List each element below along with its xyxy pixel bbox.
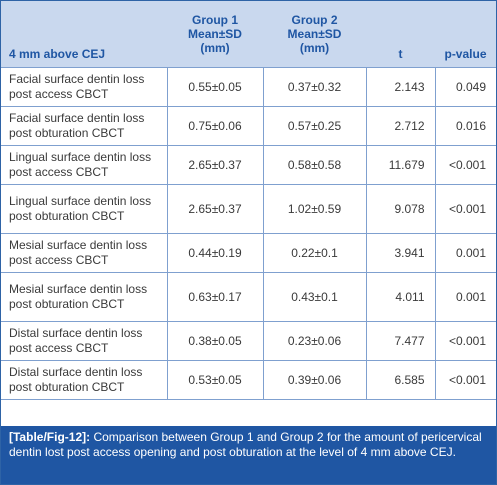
row-label: Distal surface dentin loss post obturati… — [1, 360, 168, 400]
header-group2-line1: Group 2 — [291, 13, 338, 27]
t-value: 2.143 — [366, 67, 436, 107]
p-value: <0.001 — [435, 145, 496, 185]
t-value: 7.477 — [366, 321, 436, 361]
group2-value: 0.39±0.06 — [263, 360, 367, 400]
group1-value: 0.53±0.05 — [167, 360, 264, 400]
header-group1: Group 1 Mean±SD (mm) — [167, 1, 263, 68]
p-value: 0.049 — [435, 67, 496, 107]
figure-caption: [Table/Fig-12]: Comparison between Group… — [1, 426, 496, 484]
group1-value: 0.63±0.17 — [167, 272, 264, 322]
header-group1-line1: Group 1 — [191, 13, 238, 27]
p-value: <0.001 — [435, 321, 496, 361]
header-cej: 4 mm above CEJ — [1, 1, 167, 68]
group2-value: 1.02±0.59 — [263, 184, 367, 234]
caption-tag: [Table/Fig-12]: — [9, 430, 91, 444]
header-group1-line3: (mm) — [200, 41, 230, 55]
table-row: Distal surface dentin loss post obturati… — [1, 360, 496, 400]
table-row: Lingual surface dentin loss post obturat… — [1, 184, 496, 234]
t-value: 9.078 — [366, 184, 436, 234]
caption-text: Comparison between Group 1 and Group 2 f… — [9, 430, 482, 459]
group1-value: 2.65±0.37 — [167, 145, 264, 185]
group1-value: 0.44±0.19 — [167, 233, 264, 273]
data-table: 4 mm above CEJ Group 1 Mean±SD (mm) Grou… — [1, 1, 496, 400]
header-group2: Group 2 Mean±SD (mm) — [263, 1, 366, 68]
header-group2-line2: Mean±SD — [287, 27, 342, 41]
header-p-value: p-value — [435, 1, 496, 68]
p-value: <0.001 — [435, 360, 496, 400]
t-value: 11.679 — [366, 145, 436, 185]
t-value: 2.712 — [366, 106, 436, 146]
table-row: Facial surface dentin loss post obturati… — [1, 106, 496, 146]
row-label: Mesial surface dentin loss post access C… — [1, 233, 168, 273]
p-value: 0.016 — [435, 106, 496, 146]
group2-value: 0.37±0.32 — [263, 67, 367, 107]
header-group1-line2: Mean±SD — [188, 27, 242, 41]
table-row: Mesial surface dentin loss post obturati… — [1, 272, 496, 322]
group2-value: 0.43±0.1 — [263, 272, 367, 322]
row-label: Lingual surface dentin loss post obturat… — [1, 184, 168, 234]
row-label: Facial surface dentin loss post access C… — [1, 67, 168, 107]
group1-value: 0.75±0.06 — [167, 106, 264, 146]
group2-value: 0.57±0.25 — [263, 106, 367, 146]
table-row: Distal surface dentin loss post access C… — [1, 321, 496, 361]
t-value: 6.585 — [366, 360, 436, 400]
row-label: Mesial surface dentin loss post obturati… — [1, 272, 168, 322]
row-label: Facial surface dentin loss post obturati… — [1, 106, 168, 146]
t-value: 3.941 — [366, 233, 436, 273]
row-label: Distal surface dentin loss post access C… — [1, 321, 168, 361]
group2-value: 0.22±0.1 — [263, 233, 367, 273]
group1-value: 2.65±0.37 — [167, 184, 264, 234]
p-value: 0.001 — [435, 272, 496, 322]
header-t: t — [366, 1, 435, 68]
table-row: Mesial surface dentin loss post access C… — [1, 233, 496, 273]
group1-value: 0.38±0.05 — [167, 321, 264, 361]
header-group2-line3: (mm) — [299, 41, 330, 55]
t-value: 4.011 — [366, 272, 436, 322]
group1-value: 0.55±0.05 — [167, 67, 264, 107]
group2-value: 0.58±0.58 — [263, 145, 367, 185]
table-row: Lingual surface dentin loss post access … — [1, 145, 496, 185]
p-value: 0.001 — [435, 233, 496, 273]
group2-value: 0.23±0.06 — [263, 321, 367, 361]
p-value: <0.001 — [435, 184, 496, 234]
table-header-row: 4 mm above CEJ Group 1 Mean±SD (mm) Grou… — [1, 1, 496, 68]
table-row: Facial surface dentin loss post access C… — [1, 67, 496, 107]
row-label: Lingual surface dentin loss post access … — [1, 145, 168, 185]
